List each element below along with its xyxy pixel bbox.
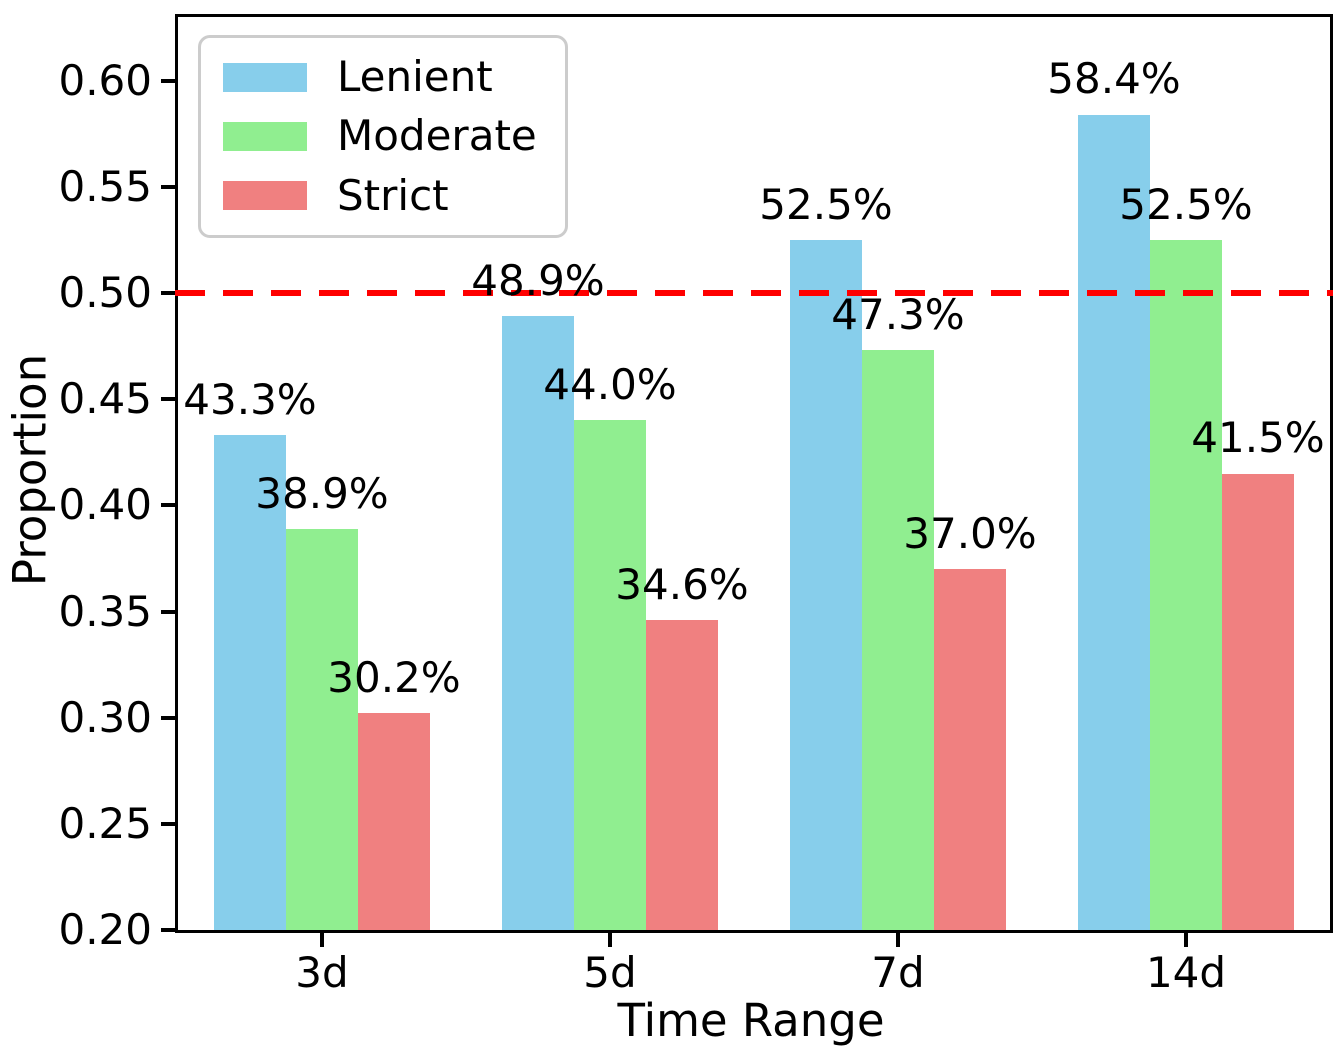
y-tick-label: 0.30 [58,692,152,742]
bar-moderate-14d [1150,239,1222,930]
legend-swatch-lenient [223,62,307,92]
y-tick-mark [161,715,175,720]
bar-strict-3d [358,713,430,930]
x-tick-mark [320,933,324,947]
bar-value-label: 30.2% [327,653,461,703]
bar-value-label: 47.3% [831,290,965,340]
y-axis-label: Proportion [3,353,57,587]
y-tick-mark [161,78,175,83]
legend-item-label: Lenient [337,52,493,101]
bar-moderate-7d [862,350,934,930]
legend-swatch-strict [223,181,307,211]
legend-item-lenient: Lenient [223,52,537,101]
legend-item-strict: Strict [223,170,537,220]
y-tick-label: 0.20 [58,905,152,954]
y-tick-mark [161,503,175,508]
y-tick-label: 0.25 [58,798,152,848]
x-axis-label: Time Range [617,994,885,1047]
y-tick-label: 0.35 [58,586,152,636]
bar-value-label: 44.0% [543,360,677,410]
bar-value-label: 52.5% [759,179,893,229]
y-tick-mark [161,928,175,932]
bar-value-label: 37.0% [903,508,1037,558]
legend-swatch-moderate [223,121,307,151]
plot-area: 43.3% 48.9% 52.5% 58.4% 38.9% 44.0% 47.3% 52.5%… [58,14,1333,994]
bar-value-label: 41.5% [1191,413,1325,463]
legend-item-moderate: Moderate [223,111,537,161]
legend-box: Lenient Moderate Strict [198,35,568,238]
x-tick-label: 7d [871,948,925,997]
bar-moderate-3d [286,528,358,930]
y-tick-mark [161,184,175,189]
bar-strict-14d [1222,473,1294,930]
x-tick-mark [608,933,612,947]
bar-value-label: 34.6% [615,559,749,609]
bar-strict-5d [646,620,718,930]
y-tick-mark [161,609,175,614]
bar-value-label: 38.9% [255,468,389,518]
x-tick-mark [896,933,900,947]
reference-line [175,290,1333,297]
y-tick-label: 0.55 [58,161,152,211]
y-tick-mark [161,821,175,826]
bar-lenient-7d [790,239,862,930]
y-tick-label: 0.50 [58,268,152,318]
x-tick-mark [1184,933,1188,947]
y-tick-mark [161,397,175,402]
bar-lenient-14d [1078,114,1150,930]
x-tick-label: 5d [583,948,637,997]
bar-lenient-5d [502,316,574,930]
y-tick-label: 0.40 [58,480,152,530]
y-tick-label: 0.60 [58,55,152,105]
x-tick-label: 14d [1145,948,1227,997]
bar-value-label: 43.3% [183,375,317,425]
legend-item-label: Moderate [337,111,537,161]
bar-value-label: 58.4% [1047,54,1181,104]
y-tick-mark [161,291,175,296]
y-tick-label: 0.45 [58,374,152,424]
bar-moderate-5d [574,420,646,930]
bar-lenient-3d [214,435,286,930]
legend-item-label: Strict [337,170,449,220]
bar-value-label: 48.9% [471,256,605,306]
x-tick-label: 3d [295,948,349,997]
bar-strict-7d [934,569,1006,930]
bar-value-label: 52.5% [1119,179,1253,229]
